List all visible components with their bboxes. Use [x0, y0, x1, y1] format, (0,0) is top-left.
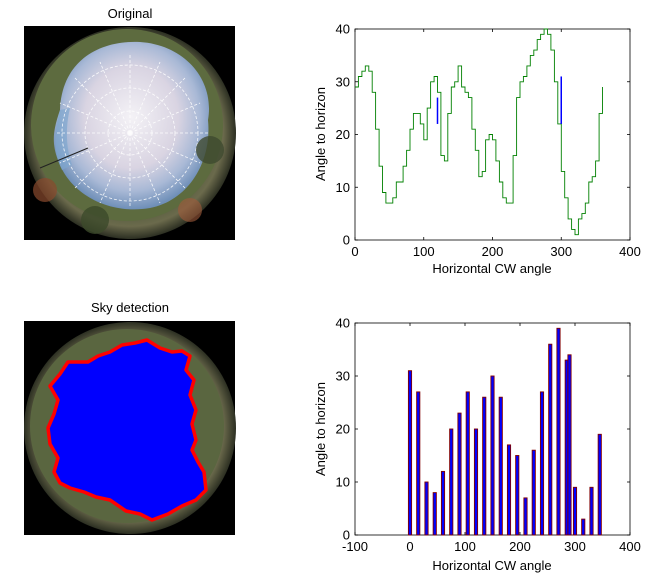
x-tick-label: 0	[406, 539, 413, 554]
sun-grid	[55, 55, 208, 208]
line-chart: 0 100 200 300 400 0 10 20 30 40 Horizontal CW an…	[313, 22, 641, 277]
bar	[506, 444, 512, 536]
bar	[556, 327, 561, 536]
y-tick-label: 30	[336, 369, 350, 384]
sky-detection-image	[24, 321, 236, 535]
bar	[457, 412, 462, 536]
bar	[465, 391, 470, 536]
bar	[572, 486, 578, 536]
line-chart-ylabel: Angle to horizon	[313, 87, 328, 181]
bar	[440, 470, 446, 536]
bar	[531, 449, 536, 536]
x-tick-label: 400	[619, 244, 641, 259]
bar	[597, 433, 602, 536]
bar	[416, 391, 421, 536]
bar	[407, 370, 413, 536]
original-title: Original	[108, 6, 153, 21]
bar	[498, 396, 503, 536]
line-chart-ticks	[354, 28, 631, 241]
y-tick-label: 40	[336, 22, 350, 37]
line-chart-xlabel: Horizontal CW angle	[432, 261, 551, 276]
bar	[523, 497, 528, 536]
bar-chart-ylabel: Angle to horizon	[313, 382, 328, 476]
bar	[581, 518, 586, 536]
y-tick-label: 40	[336, 316, 350, 331]
bar	[473, 428, 479, 536]
bar	[482, 396, 487, 536]
bar	[539, 391, 545, 536]
y-tick-label: 0	[343, 528, 350, 543]
y-tick-label: 20	[336, 422, 350, 437]
bar	[567, 354, 572, 536]
y-tick-label: 30	[336, 74, 350, 89]
detected-sky-region	[46, 338, 208, 522]
sky-detection-title: Sky detection	[91, 300, 169, 315]
y-tick-label: 0	[343, 233, 350, 248]
original-image	[24, 26, 236, 240]
x-tick-label: 100	[454, 539, 476, 554]
bar	[432, 492, 437, 536]
y-tick-label: 10	[336, 180, 350, 195]
bar	[449, 428, 454, 536]
x-tick-label: 400	[619, 539, 641, 554]
y-tick-label: 10	[336, 475, 350, 490]
bar	[424, 481, 429, 536]
horizon-profile-line	[355, 28, 603, 236]
x-tick-label: 200	[509, 539, 531, 554]
x-tick-label: 100	[413, 244, 435, 259]
bar-chart-xlabel: Horizontal CW angle	[432, 558, 551, 573]
bar	[589, 486, 594, 536]
x-tick-label: 300	[564, 539, 586, 554]
x-tick-label: 200	[482, 244, 504, 259]
y-tick-label: 20	[336, 127, 350, 142]
x-tick-label: -100	[342, 539, 368, 554]
x-tick-label: 300	[550, 244, 572, 259]
bar	[548, 343, 553, 536]
x-tick-label: 0	[351, 244, 358, 259]
bar	[490, 375, 495, 536]
bar	[515, 455, 520, 536]
